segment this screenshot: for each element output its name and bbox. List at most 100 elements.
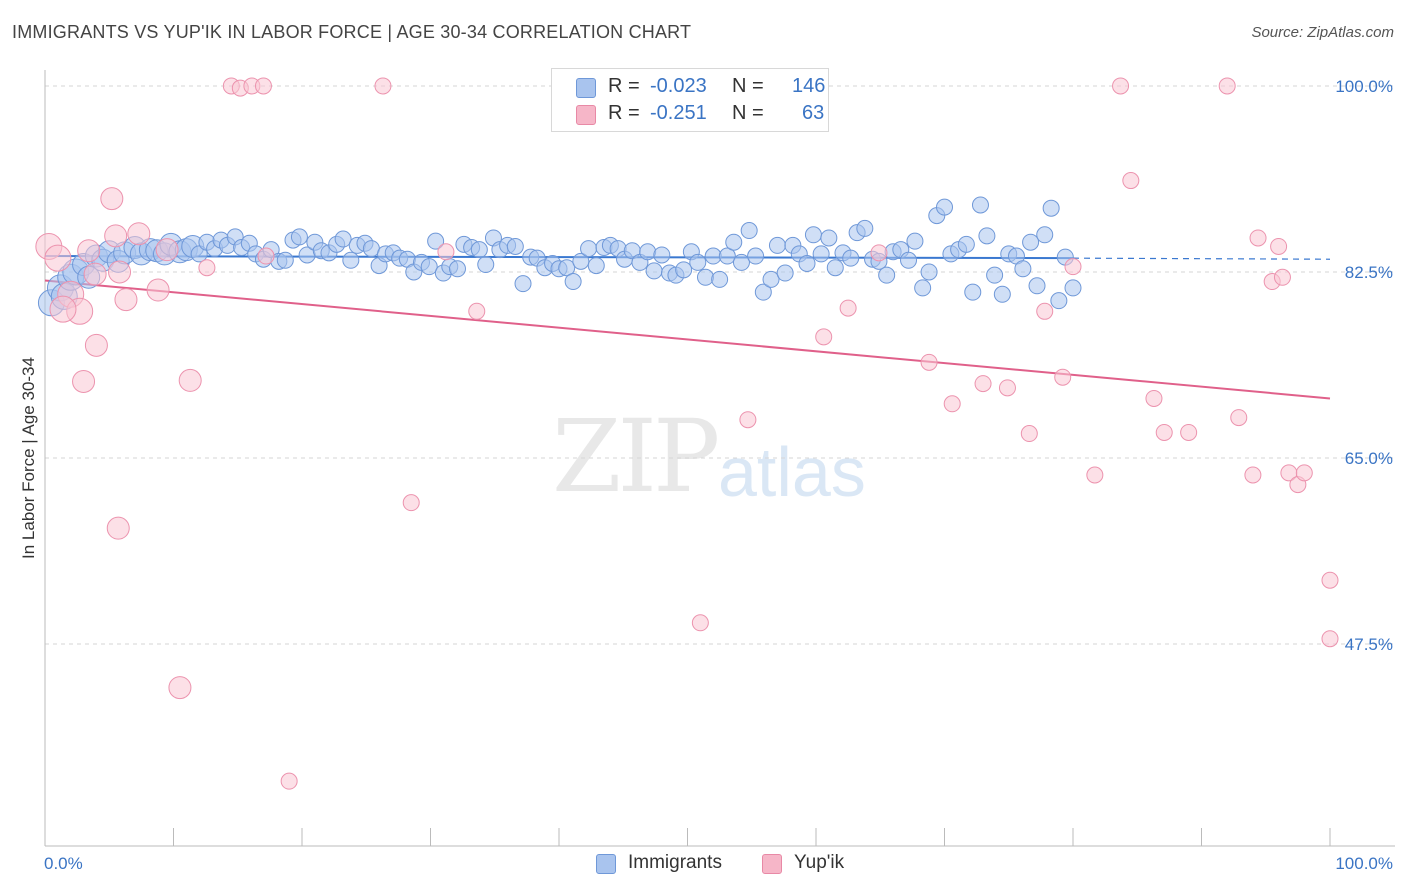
immigrants-point: [675, 261, 693, 279]
yupik-point: [691, 614, 709, 632]
yupik-point: [468, 302, 486, 320]
immigrants-point: [587, 257, 605, 275]
immigrants-point: [768, 236, 786, 254]
legend-r-label: R =: [608, 102, 640, 124]
immigrants-point: [580, 240, 598, 258]
immigrants-point: [470, 241, 488, 259]
immigrants-point: [906, 232, 924, 250]
legend-r-value: -0.023: [650, 75, 707, 97]
yupik-point: [84, 333, 108, 357]
immigrants-point: [639, 243, 657, 261]
yupik-point: [739, 411, 757, 429]
yupik-point: [1244, 466, 1262, 484]
immigrants-point: [718, 247, 736, 265]
immigrants-point: [1022, 233, 1040, 251]
immigrants-point: [776, 264, 794, 282]
yupik-point: [998, 379, 1016, 397]
immigrants-point: [342, 251, 360, 269]
y-tick-label: 65.0%: [1345, 449, 1393, 468]
immigrants-point: [290, 228, 308, 246]
immigrants-trend-extension: [1072, 257, 1331, 260]
immigrants-point: [964, 283, 982, 301]
immigrants-point: [653, 246, 671, 264]
bottom-legend-swatch-yupik: [762, 854, 782, 874]
yupik-point: [77, 239, 101, 263]
immigrants-point: [842, 249, 860, 267]
immigrants-point: [820, 229, 838, 247]
immigrants-point: [754, 283, 772, 301]
y-tick-labels: 47.5% 65.0% 82.5% 100.0%: [1335, 77, 1393, 654]
immigrants-point: [506, 237, 524, 255]
immigrants-point: [334, 230, 352, 248]
yupik-point: [44, 244, 72, 272]
yupik-point: [374, 77, 392, 95]
immigrants-point: [1036, 226, 1054, 244]
legend-n-label: N =: [732, 75, 764, 97]
immigrants-point: [420, 258, 438, 276]
grid-lines: [45, 85, 1395, 645]
x-tick-label: 100.0%: [1335, 854, 1393, 873]
immigrants-point: [747, 247, 765, 265]
y-tick-label: 47.5%: [1345, 635, 1393, 654]
yupik-point: [1036, 302, 1054, 320]
immigrants-point: [1064, 279, 1082, 297]
yupik-trend-line: [44, 279, 1331, 400]
yupik-point: [839, 299, 857, 317]
chart-title: IMMIGRANTS VS YUP'IK IN LABOR FORCE | AG…: [12, 22, 692, 42]
x-tick-labels: 0.0% 100.0%: [44, 854, 1393, 873]
yupik-point: [943, 395, 961, 413]
immigrants-point: [696, 268, 714, 286]
immigrants-point: [1050, 292, 1068, 310]
yupik-point: [1145, 389, 1163, 407]
immigrants-point: [856, 219, 874, 237]
immigrants-point: [1028, 277, 1046, 295]
immigrants-point: [725, 233, 743, 251]
yupik-point: [1180, 423, 1198, 441]
immigrants-point: [427, 232, 445, 250]
yupik-point: [168, 676, 192, 700]
yupik-point: [1064, 258, 1082, 276]
y-tick-label: 100.0%: [1335, 77, 1393, 96]
immigrants-point: [826, 259, 844, 277]
immigrants-point: [190, 245, 208, 263]
immigrants-point: [448, 260, 466, 278]
immigrants-point: [689, 253, 707, 271]
immigrants-point: [914, 279, 932, 297]
yupik-point: [83, 262, 107, 286]
yupik-point: [108, 260, 132, 284]
yupik-point: [1321, 571, 1339, 589]
yupik-point: [1249, 229, 1267, 247]
immigrants-point: [740, 222, 758, 240]
immigrants-point: [558, 259, 576, 277]
legend-n-label: N =: [732, 102, 764, 124]
yupik-point: [280, 772, 298, 790]
source-note: Source: ZipAtlas.com: [1251, 24, 1394, 41]
yupik-point: [178, 368, 202, 392]
yupik-point: [155, 238, 179, 262]
immigrants-point: [812, 245, 830, 263]
immigrants-point: [957, 235, 975, 253]
immigrants-point: [477, 256, 495, 274]
legend-swatch-yupik: [576, 105, 596, 125]
yupik-point: [1230, 409, 1248, 427]
yupik-point: [104, 224, 128, 248]
yupik-point: [106, 516, 130, 540]
immigrants-point: [762, 270, 780, 288]
yupik-point: [1218, 77, 1236, 95]
immigrants-point: [711, 270, 729, 288]
immigrants-point: [978, 227, 996, 245]
immigrants-point: [971, 196, 989, 214]
yupik-point: [198, 259, 216, 277]
legend-swatch-immigrants: [576, 78, 596, 98]
immigrants-point: [900, 251, 918, 269]
yupik-point: [1155, 423, 1173, 441]
y-tick-label: 82.5%: [1345, 263, 1393, 282]
yupik-point: [1270, 237, 1288, 255]
immigrants-point: [920, 263, 938, 281]
yupik-point: [920, 353, 938, 371]
bottom-legend-swatch-immigrants: [596, 854, 616, 874]
immigrants-point: [362, 240, 380, 258]
legend-r-value: -0.251: [650, 102, 707, 124]
yupik-point: [72, 369, 96, 393]
bottom-legend-label: Immigrants: [628, 852, 722, 873]
